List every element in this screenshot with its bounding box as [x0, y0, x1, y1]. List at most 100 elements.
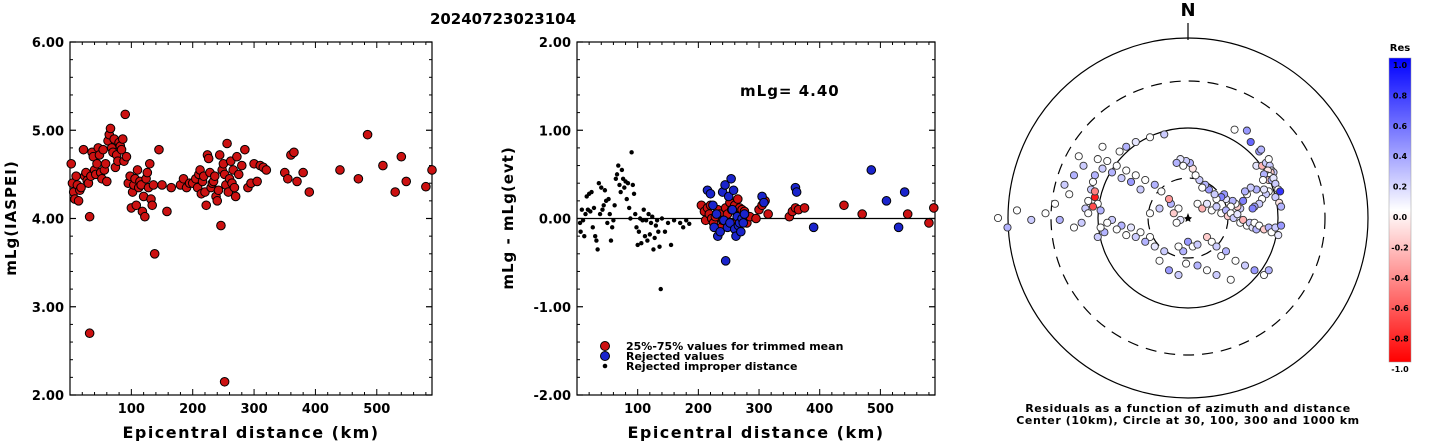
colorbar-tick-label: -0.4 [1391, 274, 1409, 283]
station-point [1179, 247, 1188, 256]
trimmed-mean-point [857, 209, 867, 219]
magnitude-point [166, 182, 177, 193]
improper-distance-point [626, 205, 632, 211]
station-point [1172, 158, 1181, 167]
epicenter-star [1184, 213, 1192, 222]
improper-distance-point [677, 220, 683, 226]
improper-distance-point [643, 218, 649, 223]
improper-distance-point [641, 207, 646, 212]
station-point [1271, 193, 1280, 202]
north-label: N [1180, 0, 1195, 21]
station-point [1150, 180, 1159, 189]
mid-x-axis-label: Epicentral distance (km) [627, 423, 884, 441]
station-point [1174, 242, 1183, 251]
trimmed-mean-point [928, 203, 939, 213]
magnitude-point [92, 158, 102, 169]
left-data-points [66, 109, 437, 387]
legend-trimmed-marker [600, 341, 610, 351]
legend: 25%-75% values for trimmed mean Rejected… [600, 340, 843, 373]
station-point [1157, 187, 1166, 196]
station-point [1231, 256, 1240, 265]
mid-y-tick-label: 1.00 [539, 124, 571, 139]
magnitude-point [78, 144, 89, 155]
improper-distance-point [593, 233, 598, 239]
station-point [1277, 202, 1286, 211]
station-point [1193, 199, 1202, 208]
mid-y-axis-label: mLg - mLg(evt) [499, 146, 517, 289]
improper-distance-point [594, 238, 599, 243]
station-point [1212, 270, 1221, 280]
left-y-axis: 2.00 3.00 4.00 5.00 6.00 [32, 36, 432, 404]
magnitude-point [283, 173, 293, 184]
station-point [1239, 196, 1248, 205]
improper-distance-point [648, 220, 654, 226]
station-point [1098, 142, 1107, 151]
magnitude-annotation: mLg= 4.40 [740, 82, 840, 100]
polar-caption-line2: Center (10km), Circle at 30, 100, 300 an… [1016, 414, 1360, 427]
improper-distance-point [653, 223, 659, 228]
station-point [1221, 247, 1231, 256]
improper-distance-point [607, 211, 612, 217]
rejected-point [727, 204, 738, 215]
station-point [1242, 126, 1251, 135]
station-point [1202, 232, 1212, 242]
station-point [1065, 190, 1074, 199]
magnitude-point [212, 196, 223, 206]
left-y-tick-label: 2.00 [32, 389, 64, 404]
mid-y-tick-label: 2.00 [539, 36, 571, 51]
rejected-point [791, 187, 802, 197]
magnitude-point [140, 211, 150, 222]
improper-distance-point [618, 189, 623, 195]
left-x-tick-label: 400 [302, 402, 329, 417]
improper-distance-point [631, 191, 637, 196]
mid-x-tick-label: 200 [685, 402, 712, 417]
improper-distance-point [647, 232, 653, 237]
station-point [1090, 187, 1099, 196]
magnitude-point [148, 180, 159, 190]
magnitude-point [98, 144, 108, 155]
mid-x-tick-label: 100 [624, 402, 651, 417]
legend-improper-marker [602, 363, 608, 369]
improper-distance-point [671, 218, 677, 223]
mid-x-tick-label: 400 [806, 402, 833, 417]
station-point [1174, 270, 1183, 280]
ring-300-km [1050, 80, 1326, 356]
magnitude-point [298, 167, 308, 178]
colorbar-tick-label: 0.2 [1393, 183, 1407, 192]
station-point [1103, 156, 1112, 166]
rejected-point [736, 226, 746, 237]
station-point [1182, 259, 1191, 268]
magnitude-point [117, 134, 128, 144]
improper-distance-point [591, 205, 597, 211]
station-point [1093, 232, 1102, 242]
station-point [1264, 155, 1273, 164]
improper-distance-point [616, 163, 621, 168]
station-point [1259, 270, 1269, 280]
improper-distance-point [589, 189, 594, 195]
ring-1000-km [1007, 37, 1369, 399]
station-point [1041, 209, 1050, 218]
improper-distance-point [634, 225, 639, 230]
magnitude-point [240, 144, 250, 155]
rejected-point [866, 165, 877, 175]
improper-distance-point [578, 229, 583, 234]
improper-distance-point [636, 229, 642, 234]
improper-distance-point [680, 225, 686, 230]
magnitude-point [71, 171, 81, 181]
magnitude-point [116, 144, 127, 155]
magnitude-point [144, 158, 155, 169]
improper-distance-point [622, 185, 627, 190]
station-point [1212, 202, 1221, 211]
magnitude-point [214, 150, 225, 160]
mid-x-axis: 100 200 300 400 500 [588, 42, 930, 417]
station-point [1122, 231, 1131, 240]
station-point [1198, 183, 1207, 192]
magnitude-point [421, 181, 431, 192]
magnitude-point [201, 200, 212, 211]
station-point [1145, 133, 1155, 142]
improper-distance-point [602, 188, 608, 193]
magnitude-point [73, 196, 84, 206]
station-point [1112, 225, 1121, 234]
rejected-point [715, 226, 726, 237]
station-point [1246, 137, 1255, 147]
